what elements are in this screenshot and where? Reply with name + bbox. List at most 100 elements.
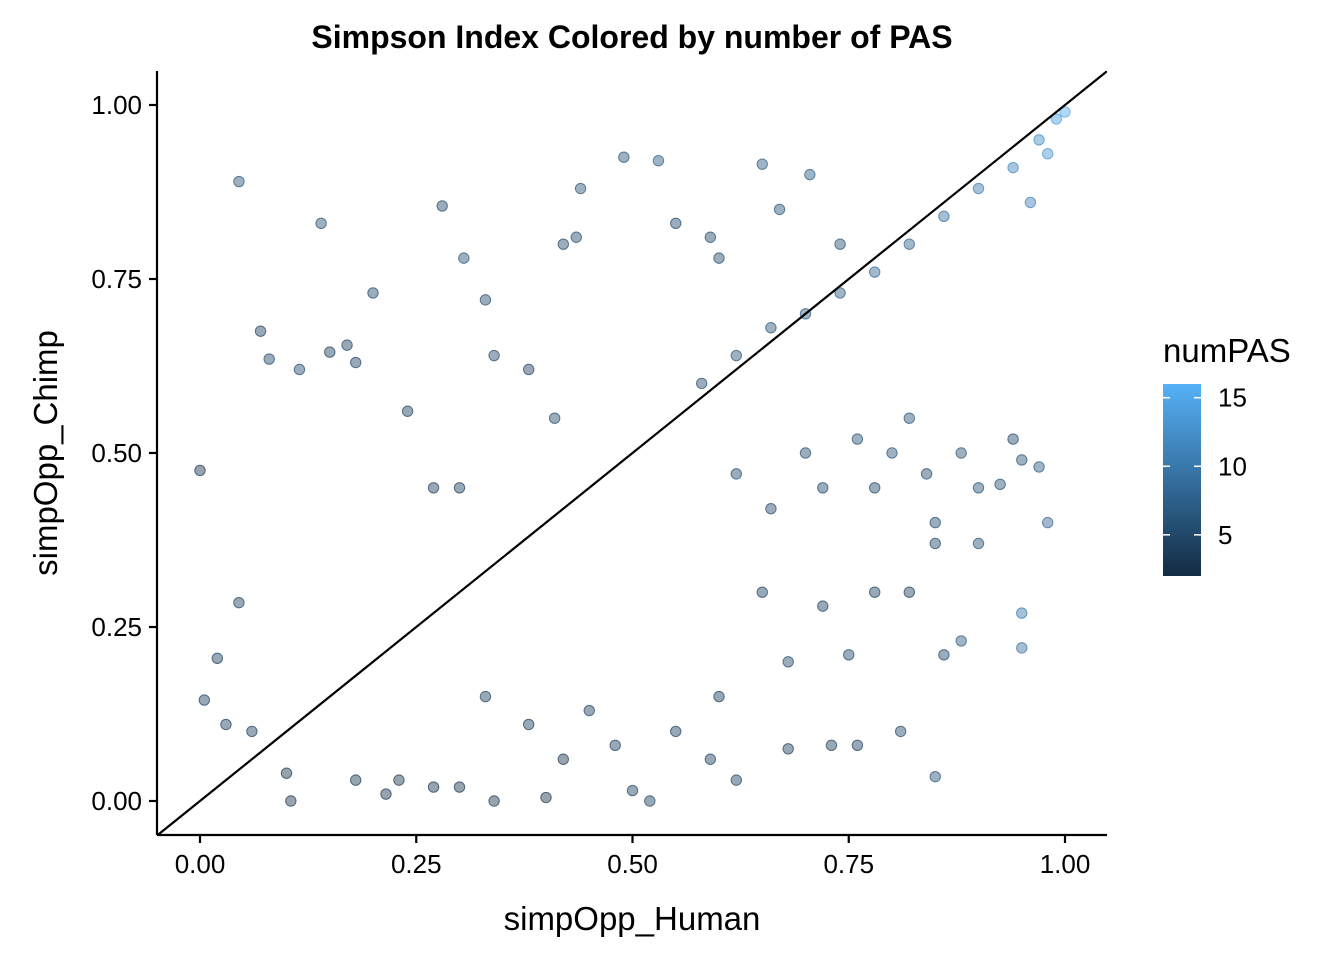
points-layer (194, 106, 1071, 807)
data-point (972, 182, 985, 195)
data-point (972, 482, 985, 494)
data-point (263, 353, 275, 365)
data-point (955, 635, 967, 647)
data-point (254, 325, 267, 337)
data-point (713, 690, 725, 703)
x-tick-label: 0.50 (607, 849, 658, 879)
data-point (557, 238, 569, 250)
data-point (453, 482, 466, 494)
data-point (233, 175, 245, 188)
reference-line (157, 71, 1107, 835)
data-point (670, 725, 682, 738)
data-point (894, 725, 907, 738)
data-point (782, 656, 794, 668)
data-point (1033, 461, 1045, 473)
data-point (843, 649, 855, 661)
data-point (436, 200, 448, 212)
data-point (583, 704, 595, 717)
data-point (211, 652, 224, 665)
data-point (293, 363, 306, 376)
data-point (652, 154, 665, 167)
data-point (609, 739, 621, 752)
data-point (280, 767, 293, 779)
data-point (929, 516, 941, 529)
data-point (453, 781, 466, 793)
data-point (350, 356, 362, 369)
data-point (548, 412, 561, 424)
x-tick-label: 0.25 (391, 849, 442, 879)
x-tick-label: 0.00 (175, 849, 226, 879)
data-point (730, 468, 742, 480)
legend: numPAS 5 10 15 (1163, 332, 1291, 576)
data-point (929, 537, 941, 550)
data-point (938, 210, 950, 223)
colorbar (1163, 384, 1201, 576)
y-tick-label: 0.50 (91, 438, 142, 468)
data-point (955, 447, 967, 459)
data-point (479, 690, 492, 703)
data-point (756, 586, 768, 598)
data-point (804, 168, 816, 181)
data-point (194, 464, 206, 477)
data-point (1016, 454, 1028, 466)
data-point (220, 718, 232, 731)
data-point (903, 238, 915, 250)
data-point (886, 447, 898, 459)
data-point (246, 725, 258, 738)
data-point (817, 482, 829, 494)
data-point (929, 770, 941, 783)
data-point (574, 182, 587, 195)
data-point (458, 252, 470, 264)
data-point (324, 346, 336, 358)
data-point (626, 784, 639, 797)
data-point (479, 294, 492, 306)
data-point (1007, 433, 1019, 445)
data-point (903, 412, 915, 424)
data-point (488, 349, 500, 362)
colorbar-ticks: 5 10 15 (1163, 383, 1247, 550)
data-point (782, 743, 794, 755)
y-tick-label: 0.00 (91, 786, 142, 816)
data-point (851, 433, 864, 445)
data-point (730, 349, 742, 362)
data-point (713, 252, 725, 264)
data-point (765, 322, 777, 334)
data-point (523, 363, 535, 376)
data-point (198, 694, 211, 706)
data-point (393, 774, 405, 786)
data-point (1016, 607, 1028, 619)
y-axis-ticks: 0.00 0.25 0.50 0.75 1.00 (91, 90, 157, 816)
data-point (401, 405, 414, 417)
data-point (696, 377, 708, 390)
data-point (1033, 134, 1045, 146)
data-point (1050, 113, 1063, 125)
data-point (938, 649, 950, 661)
data-point (799, 447, 812, 459)
colorbar-tick-label: 10 (1218, 451, 1247, 481)
y-tick-label: 0.25 (91, 612, 142, 642)
data-point (825, 739, 838, 752)
data-point (570, 231, 582, 243)
data-point (817, 600, 829, 612)
data-point (557, 753, 569, 765)
data-point (488, 795, 500, 807)
data-point (994, 478, 1006, 491)
data-point (851, 739, 864, 752)
data-point (869, 586, 881, 598)
data-point (540, 791, 552, 804)
data-point (903, 586, 915, 598)
colorbar-tick-label: 15 (1218, 383, 1247, 413)
data-point (920, 468, 933, 480)
data-point (367, 287, 379, 299)
data-point (427, 781, 440, 793)
data-point (380, 788, 392, 800)
y-tick-label: 1.00 (91, 90, 142, 120)
data-point (233, 596, 245, 609)
data-point (285, 795, 297, 807)
legend-title: numPAS (1163, 332, 1291, 369)
y-tick-label: 0.75 (91, 264, 142, 294)
data-point (670, 217, 682, 230)
data-point (972, 537, 985, 550)
data-point (1016, 642, 1028, 654)
